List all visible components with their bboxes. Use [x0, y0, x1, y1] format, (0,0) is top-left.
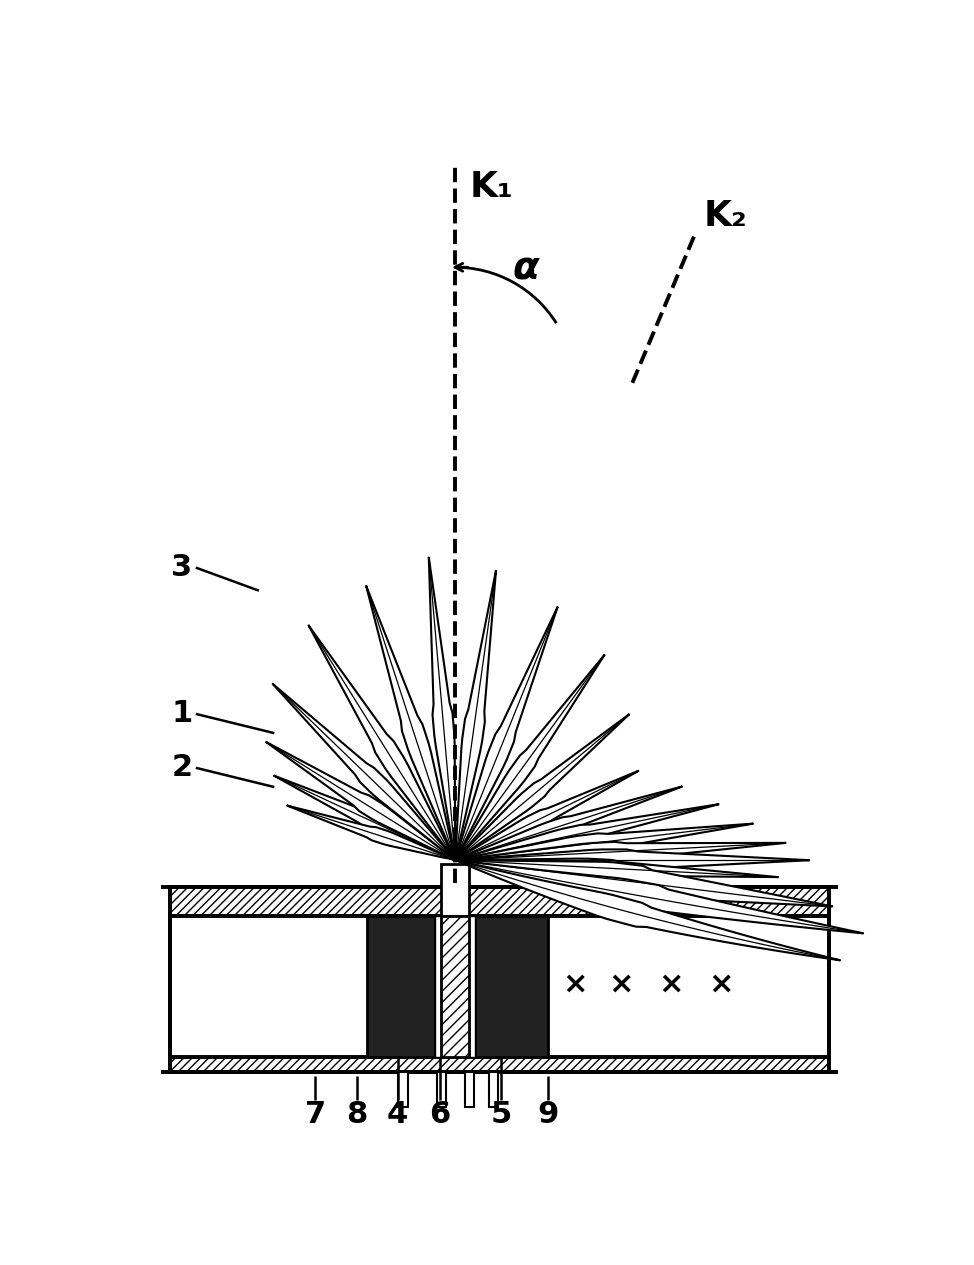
Polygon shape [287, 806, 455, 860]
Polygon shape [489, 1071, 499, 1107]
Text: 3: 3 [171, 553, 193, 582]
Text: 4: 4 [387, 1099, 408, 1128]
Polygon shape [465, 1071, 473, 1107]
Polygon shape [455, 859, 778, 877]
Polygon shape [309, 625, 455, 860]
Polygon shape [475, 916, 547, 1056]
Polygon shape [435, 916, 441, 1056]
Polygon shape [455, 571, 496, 860]
Polygon shape [273, 683, 455, 860]
Polygon shape [455, 805, 719, 860]
Polygon shape [455, 860, 833, 907]
Text: 6: 6 [430, 1099, 451, 1128]
Polygon shape [455, 824, 753, 860]
Text: ×: × [562, 970, 587, 998]
Text: 9: 9 [537, 1099, 558, 1128]
Polygon shape [455, 715, 629, 860]
Polygon shape [367, 916, 435, 1056]
Polygon shape [455, 787, 683, 860]
Polygon shape [441, 864, 469, 916]
Polygon shape [455, 770, 639, 860]
Text: α: α [512, 249, 540, 287]
Polygon shape [455, 849, 809, 872]
Polygon shape [266, 741, 455, 860]
Text: ×: × [608, 970, 633, 998]
Text: K₂: K₂ [703, 199, 747, 233]
Text: ×: × [658, 970, 684, 998]
Text: 5: 5 [491, 1099, 512, 1128]
Polygon shape [274, 775, 455, 860]
Polygon shape [455, 860, 863, 934]
Polygon shape [436, 1071, 446, 1107]
Polygon shape [170, 887, 829, 916]
Polygon shape [455, 841, 786, 863]
Text: 7: 7 [305, 1099, 325, 1128]
Polygon shape [366, 586, 455, 860]
Text: ×: × [708, 970, 733, 998]
Polygon shape [469, 916, 475, 1056]
Polygon shape [170, 916, 829, 1056]
Polygon shape [455, 860, 841, 960]
Text: 8: 8 [346, 1099, 367, 1128]
Polygon shape [441, 916, 469, 1056]
Text: 1: 1 [171, 700, 193, 729]
Polygon shape [398, 1071, 407, 1107]
Polygon shape [455, 607, 558, 860]
Text: K₁: K₁ [469, 170, 513, 204]
Text: 2: 2 [171, 753, 193, 782]
Polygon shape [429, 557, 455, 860]
Polygon shape [170, 1056, 829, 1071]
Polygon shape [455, 654, 605, 860]
